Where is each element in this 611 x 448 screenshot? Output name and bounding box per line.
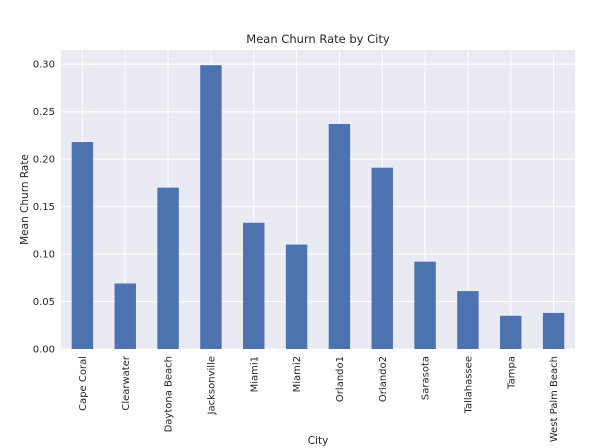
x-tick-label: West Palm Beach: [549, 356, 560, 442]
x-tick-label: Jacksonville: [206, 356, 217, 415]
bar-clearwater: [114, 283, 136, 349]
chart-title: Mean Churn Rate by City: [246, 32, 390, 46]
x-tick-label: Cape Coral: [78, 356, 89, 411]
x-tick-label: Tampa: [506, 356, 517, 390]
y-axis-ticks: 0.00 0.05 0.10 0.15 0.20 0.25 0.30: [33, 60, 55, 356]
x-tick-label: Miami2: [292, 356, 303, 392]
bars: [71, 65, 565, 350]
bar-miami2: [285, 244, 308, 349]
x-tick-label: Orlando1: [335, 356, 346, 402]
y-tick-label: 0.10: [33, 250, 55, 261]
x-tick-label: Orlando2: [378, 356, 389, 402]
y-tick-label: 0.30: [33, 60, 55, 71]
bar-orlando1: [328, 124, 351, 350]
x-tick-label: Sarasota: [421, 356, 432, 400]
y-tick-label: 0.15: [33, 202, 55, 213]
y-axis-label: Mean Churn Rate: [19, 154, 31, 245]
x-tick-label: Miami1: [249, 356, 260, 392]
bar-west-palm-beach: [542, 312, 565, 349]
bar-miami1: [243, 222, 265, 349]
y-tick-label: 0.00: [33, 345, 55, 356]
bar-orlando2: [371, 167, 393, 349]
y-tick-label: 0.05: [33, 297, 55, 308]
bar-tampa: [500, 315, 522, 349]
x-tick-label: Tallahassee: [463, 356, 474, 414]
y-tick-label: 0.20: [33, 155, 55, 166]
bar-sarasota: [414, 261, 436, 349]
x-tick-label: Clearwater: [121, 355, 132, 411]
x-axis-label: City: [308, 435, 329, 447]
bar-cape-coral: [71, 142, 94, 349]
y-tick-label: 0.25: [33, 107, 55, 118]
bar-jacksonville: [200, 65, 222, 349]
x-tick-label: Daytona Beach: [164, 356, 175, 432]
plot-area: [61, 50, 575, 349]
x-axis-ticks: Cape Coral Clearwater Daytona Beach Jackson…: [78, 355, 560, 442]
bar-tallahassee: [457, 291, 479, 349]
bar-daytona-beach: [157, 187, 179, 349]
